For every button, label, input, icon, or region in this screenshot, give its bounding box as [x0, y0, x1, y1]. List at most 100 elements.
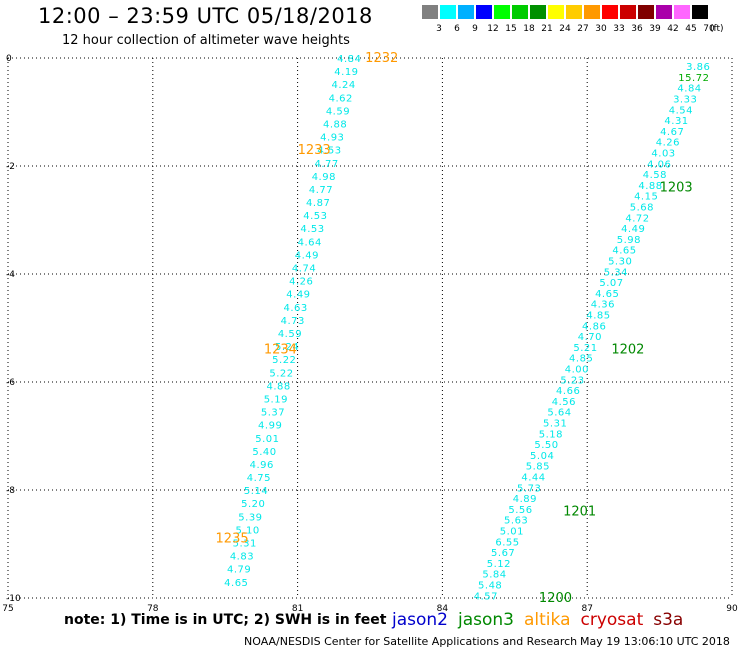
- pass-time-label-jason3: 1202: [611, 343, 644, 358]
- data-point-altika: 5.20: [241, 499, 265, 510]
- data-point-altika: 4.83: [230, 552, 254, 563]
- data-point-jason3: 4.26: [656, 138, 680, 149]
- data-point-jason3: 4.54: [669, 105, 693, 116]
- data-point-altika: 4.93: [320, 133, 344, 144]
- data-point-altika: 4.26: [289, 277, 313, 288]
- data-point-jason3: 4.66: [556, 386, 580, 397]
- color-scale-label: 33: [613, 24, 625, 34]
- data-point-jason3: 5.73: [517, 483, 541, 494]
- color-scale-label: 27: [577, 24, 589, 34]
- data-point-altika: 4.77: [309, 185, 333, 196]
- data-point-altika: 4.19: [334, 67, 358, 78]
- data-point-jason3: 4.67: [660, 127, 684, 138]
- data-point-altika: 4.63: [283, 303, 307, 314]
- data-point-jason3: 5.21: [573, 343, 597, 354]
- color-scale-swatch: [620, 5, 636, 19]
- data-point-jason3: 3.33: [673, 95, 697, 106]
- data-point-jason3: 4.03: [651, 149, 675, 160]
- data-point-altika: 4.87: [306, 198, 330, 209]
- color-scale-swatch: [458, 5, 474, 19]
- data-point-jason3: 4.85: [569, 354, 593, 365]
- pass-time-label-altika: 1234: [264, 343, 297, 358]
- data-point-altika: 5.14: [244, 486, 268, 497]
- color-scale-swatch: [638, 5, 654, 19]
- chart-axes: 75 78 81 84 87 90 0 -2 -4 -6 -8 -10: [2, 54, 738, 614]
- x-tick-label: 78: [147, 604, 159, 614]
- color-scale-swatch: [548, 5, 564, 19]
- color-scale-swatch: [530, 5, 546, 19]
- y-tick-label: -6: [6, 378, 15, 388]
- data-point-altika: 5.22: [272, 355, 296, 366]
- color-scale-label: 70: [703, 24, 715, 34]
- color-scale-swatch: [674, 5, 690, 19]
- data-point-altika: 5.39: [238, 512, 262, 523]
- pass-time-label-altika: 1232: [365, 51, 398, 66]
- data-point-jason3: 4.56: [552, 397, 576, 408]
- data-point-jason3: 5.84: [482, 570, 506, 581]
- data-point-altika: 5.31: [233, 539, 257, 550]
- data-point-altika: 4.53: [300, 224, 324, 235]
- color-scale-label: 6: [454, 24, 460, 34]
- data-point-jason3: 6.55: [495, 537, 519, 548]
- data-point-jason3: 4.72: [625, 213, 649, 224]
- data-point-jason3: 4.44: [521, 473, 545, 484]
- data-point-jason3: 4.57: [474, 591, 498, 602]
- chart-title: 12:00 – 23:59 UTC 05/18/2018: [38, 4, 373, 28]
- color-scale-swatch: [512, 5, 528, 19]
- color-scale-label: 21: [541, 24, 553, 34]
- satellite-legend: jason2 jason3 altika cryosat s3a: [392, 610, 693, 630]
- data-point-jason3: 5.67: [491, 548, 515, 559]
- y-tick-label: 0: [6, 54, 12, 64]
- y-tick-label: -8: [6, 486, 15, 496]
- chart-pass-labels: 1232 1233 1234 1235 1203 1202 1201 1200: [216, 51, 693, 606]
- data-point-altika: 4.99: [258, 421, 282, 432]
- pass-time-label-jason3: 1201: [563, 505, 596, 520]
- pass-time-label-altika: 1235: [216, 532, 249, 547]
- x-tick-label: 81: [292, 604, 303, 614]
- data-point-altika: 4.73: [281, 316, 305, 327]
- data-point-jason3: 5.56: [508, 505, 532, 516]
- color-scale-label: 12: [487, 24, 499, 34]
- x-tick-label: 84: [437, 604, 449, 614]
- color-scale-swatch: [584, 5, 600, 19]
- color-scale-label: 18: [523, 24, 535, 34]
- data-point-altika: 5.22: [269, 368, 293, 379]
- y-tick-label: -4: [6, 270, 15, 280]
- data-point-jason3: 15.72: [678, 73, 709, 84]
- data-point-altika: 4.24: [331, 80, 355, 91]
- color-scale-label: 30: [595, 24, 607, 34]
- data-point-jason3: 4.49: [621, 224, 645, 235]
- pass-time-label-jason3: 1200: [539, 591, 572, 606]
- data-point-altika: 4.49: [286, 290, 310, 301]
- color-scale-swatch: [494, 5, 510, 19]
- data-point-jason3: 4.31: [664, 116, 688, 127]
- data-point-altika: 4.75: [247, 473, 271, 484]
- y-tick-label: -2: [6, 162, 15, 172]
- data-point-altika: 5.37: [261, 408, 285, 419]
- data-point-jason3: 5.12: [487, 559, 511, 570]
- data-point-jason3: 5.31: [543, 419, 567, 430]
- color-scale-label: 36: [631, 24, 643, 34]
- data-point-jason3: 5.04: [530, 451, 554, 462]
- data-point-altika: 4.96: [250, 460, 274, 471]
- color-scale-swatch: [422, 5, 438, 19]
- data-point-altika: 5.19: [264, 394, 288, 405]
- data-point-jason3: 4.00: [565, 365, 589, 376]
- data-point-jason3: 4.70: [578, 332, 602, 343]
- data-point-altika: 5.24: [275, 342, 299, 353]
- pass-time-label-altika: 1233: [298, 143, 331, 158]
- data-point-jason3: 4.36: [591, 300, 615, 311]
- data-point-jason3: 5.07: [599, 278, 623, 289]
- data-point-altika: 4.79: [227, 565, 251, 576]
- data-point-jason3: 4.85: [586, 311, 610, 322]
- data-point-jason3: 5.98: [617, 235, 641, 246]
- data-point-jason3: 5.64: [547, 408, 571, 419]
- data-point-jason3: 4.65: [612, 246, 636, 257]
- x-tick-label: 87: [581, 604, 592, 614]
- data-point-jason3: 4.86: [582, 321, 606, 332]
- data-point-altika: 5.40: [252, 447, 276, 458]
- color-scale-label: 42: [667, 24, 679, 34]
- satellite-legend-cryosat: cryosat: [580, 610, 644, 630]
- satellite-legend-s3a: s3a: [653, 610, 684, 630]
